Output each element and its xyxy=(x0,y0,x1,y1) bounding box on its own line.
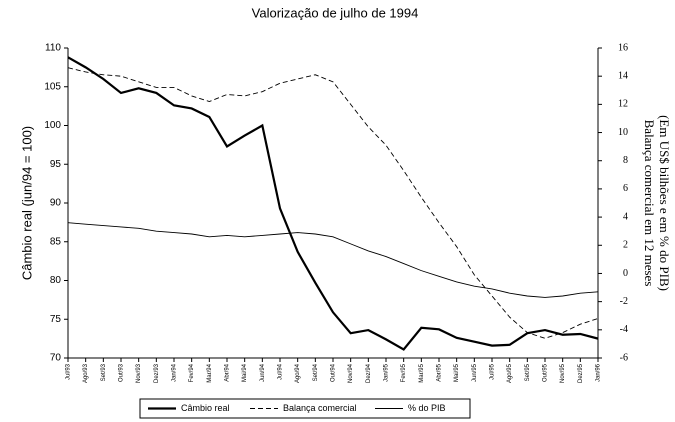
x-tick-label: Jun/94 xyxy=(260,363,266,382)
y-tick-label: 100 xyxy=(44,120,61,131)
y-axis-label: Câmbio real (jun/94 = 100) xyxy=(19,126,34,280)
x-tick-label: Nov/94 xyxy=(348,363,354,383)
x-tick-label: Jul/95 xyxy=(490,363,496,380)
x-tick-label: Ago/94 xyxy=(295,363,301,383)
legend-label: Câmbio real xyxy=(181,403,230,413)
y2-tick-label: 10 xyxy=(618,127,628,138)
y-tick-label: 75 xyxy=(50,314,62,325)
x-tick-label: Dez/95 xyxy=(578,363,584,383)
y2-axis-label: (Em US$ bilhões e em % do PIB) xyxy=(657,115,672,291)
chart-title: Valorização de julho de 1994 xyxy=(252,5,419,20)
legend-label: % do PIB xyxy=(408,403,446,413)
y2-tick-label: 4 xyxy=(623,211,628,222)
x-tick-label: Abr/95 xyxy=(437,363,443,381)
series-line xyxy=(67,222,599,298)
x-tick-label: Ago/93 xyxy=(83,363,89,383)
x-tick-label: Abr/94 xyxy=(225,363,231,381)
x-tick-label: Jun/95 xyxy=(472,363,478,382)
x-tick-label: Set/94 xyxy=(313,363,319,381)
y-tick-label: 85 xyxy=(50,236,62,247)
x-tick-label: Set/95 xyxy=(525,363,531,381)
y2-tick-label: -6 xyxy=(620,352,628,363)
y-tick-label: 80 xyxy=(50,275,62,286)
y2-tick-label: 16 xyxy=(618,42,628,53)
x-tick-label: Set/93 xyxy=(101,363,107,381)
x-tick-label: Out/93 xyxy=(119,363,125,382)
legend-label: Balança comercial xyxy=(283,403,357,413)
series-line xyxy=(67,67,599,339)
x-tick-label: Mar/94 xyxy=(207,363,213,382)
y2-tick-label: -4 xyxy=(620,324,628,335)
y2-tick-label: 0 xyxy=(623,268,628,279)
y-tick-label: 95 xyxy=(50,159,62,170)
x-tick-label: Dez/93 xyxy=(154,363,160,383)
y2-tick-label: -2 xyxy=(620,296,628,307)
x-tick-label: Jan/96 xyxy=(596,363,602,382)
x-tick-label: Jul/94 xyxy=(278,363,284,380)
y-tick-label: 70 xyxy=(50,353,62,364)
y2-tick-label: 14 xyxy=(618,70,628,81)
x-tick-label: Mai/95 xyxy=(454,363,460,382)
y-tick-label: 110 xyxy=(45,43,61,54)
y2-tick-label: 2 xyxy=(623,240,628,251)
x-tick-label: Nov/93 xyxy=(136,363,142,383)
legend-box xyxy=(139,398,471,419)
x-tick-label: Fev/94 xyxy=(189,363,195,382)
x-tick-label: Jan/95 xyxy=(384,363,390,382)
x-tick-label: Nov/95 xyxy=(560,363,566,383)
x-tick-label: Dez/94 xyxy=(366,363,372,383)
y2-tick-label: 8 xyxy=(623,155,628,166)
x-tick-label: Out/94 xyxy=(331,363,337,382)
y2-tick-label: 6 xyxy=(623,183,628,194)
y2-axis-label: Balança comercial em 12 meses xyxy=(642,120,657,287)
series-line xyxy=(67,56,599,351)
y-tick-label: 90 xyxy=(50,198,62,209)
x-tick-label: Mai/94 xyxy=(242,363,248,382)
y-tick-label: 105 xyxy=(44,81,61,92)
x-tick-label: Out/95 xyxy=(543,363,549,382)
x-tick-label: Ago/95 xyxy=(507,363,513,383)
x-tick-label: Jul/93 xyxy=(66,363,72,380)
x-tick-label: Mar/95 xyxy=(419,363,425,382)
y2-tick-label: 12 xyxy=(618,99,628,110)
x-tick-label: Jan/94 xyxy=(172,363,178,382)
x-tick-label: Fev/95 xyxy=(401,363,407,382)
